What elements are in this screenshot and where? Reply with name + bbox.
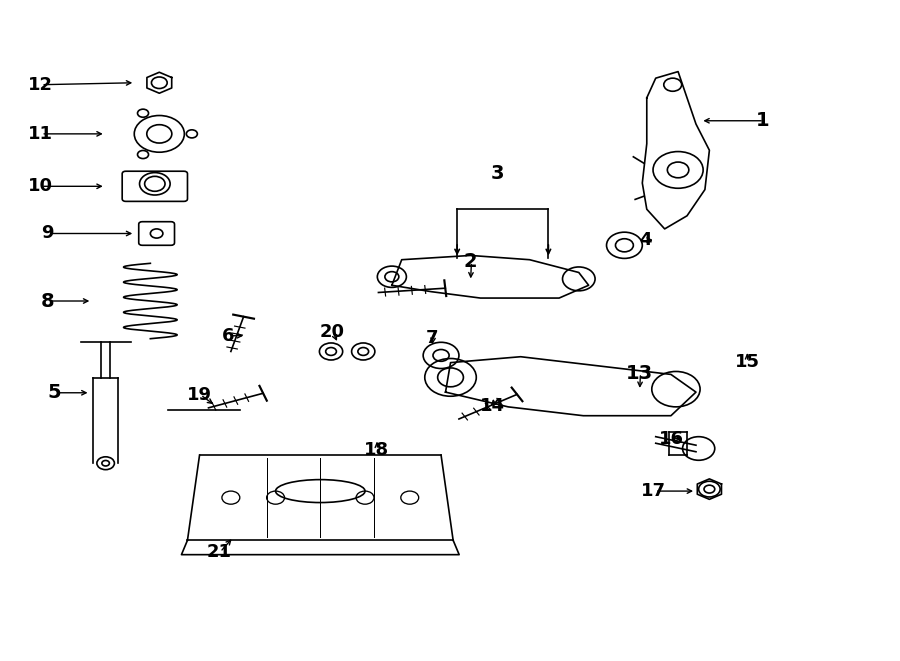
Text: 5: 5 [48,383,61,403]
Text: 21: 21 [207,543,231,561]
Text: 3: 3 [491,164,504,182]
Text: 15: 15 [734,353,760,371]
Text: 7: 7 [426,329,438,348]
Text: 2: 2 [464,253,477,271]
Text: 16: 16 [660,430,684,447]
Text: 13: 13 [626,364,653,383]
Text: 12: 12 [28,76,53,94]
Text: 11: 11 [28,125,53,143]
Text: 14: 14 [481,397,506,415]
Text: 8: 8 [40,292,54,311]
Text: 6: 6 [222,327,234,345]
Text: 9: 9 [41,225,54,243]
Text: 20: 20 [320,323,345,341]
Text: 19: 19 [187,386,212,404]
Text: 17: 17 [642,482,666,500]
Text: 4: 4 [639,231,652,249]
Text: 10: 10 [28,177,53,195]
Text: 18: 18 [364,441,389,459]
Text: 1: 1 [756,111,770,130]
